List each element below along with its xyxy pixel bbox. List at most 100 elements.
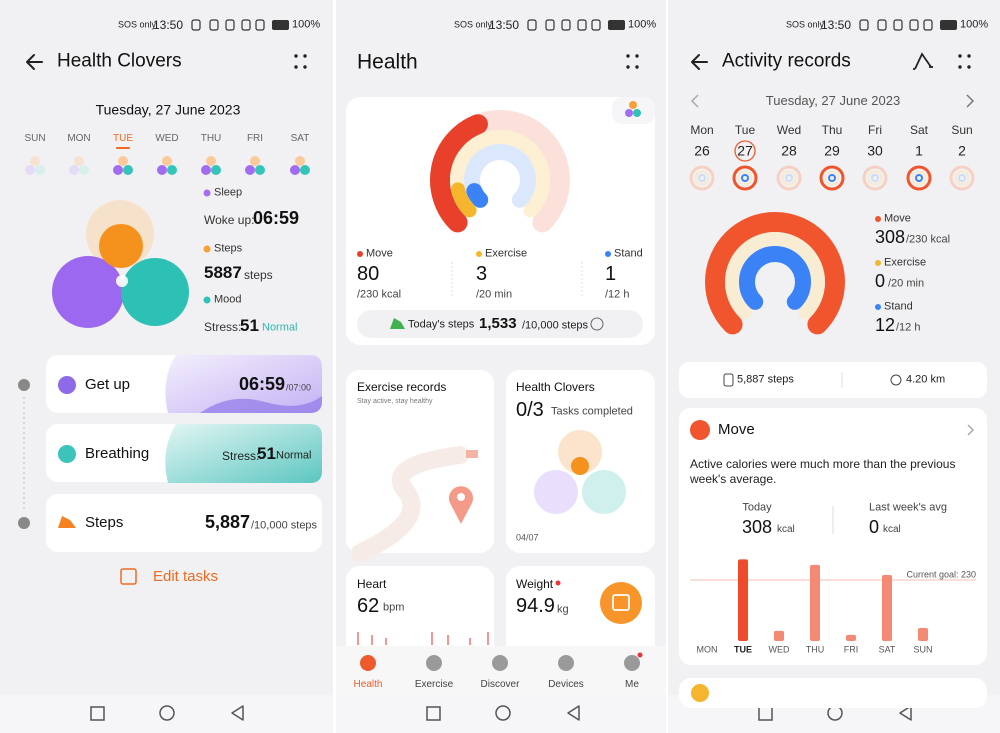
task-caption: Stress: bbox=[222, 448, 260, 463]
today-unit: kcal bbox=[777, 524, 795, 535]
status-network: SOS only bbox=[118, 19, 157, 30]
day-clover-leaf bbox=[123, 165, 133, 175]
task-value: 5,887 bbox=[204, 512, 250, 533]
status-battery: 100% bbox=[292, 18, 321, 31]
task-icon bbox=[58, 445, 76, 463]
day-clover-leaf bbox=[300, 165, 310, 175]
status-icon bbox=[591, 19, 601, 31]
nav-icon[interactable] bbox=[360, 655, 376, 671]
activity-ring-track bbox=[464, 144, 536, 208]
back-button[interactable] bbox=[691, 54, 708, 70]
clover-center bbox=[116, 275, 128, 287]
status-icon bbox=[923, 19, 933, 31]
last-week-unit: kcal bbox=[883, 524, 901, 535]
last-week-label: Last week's avg bbox=[869, 501, 947, 514]
ring-legend-dot bbox=[476, 251, 482, 257]
flag-icon bbox=[466, 450, 478, 458]
nav-label[interactable]: Devices bbox=[548, 679, 584, 690]
nav-label[interactable]: Exercise bbox=[414, 679, 454, 690]
bar bbox=[846, 634, 856, 641]
nav-label[interactable]: Health bbox=[353, 679, 383, 690]
weekday-date[interactable]: 26 bbox=[694, 142, 710, 159]
task-card[interactable] bbox=[46, 494, 322, 552]
mini-ring bbox=[741, 174, 749, 182]
nav-label[interactable]: Discover bbox=[480, 679, 520, 690]
weekday-date[interactable]: 27 bbox=[737, 142, 753, 159]
battery-icon bbox=[272, 20, 289, 30]
mini-ring bbox=[781, 170, 797, 186]
day-label[interactable]: WED bbox=[155, 133, 179, 144]
menu-dot bbox=[967, 54, 971, 58]
day-label[interactable]: THU bbox=[200, 133, 222, 144]
ring-legend-dot bbox=[875, 216, 881, 222]
weekday-date[interactable]: 30 bbox=[867, 142, 883, 159]
nav-icon[interactable] bbox=[426, 655, 442, 671]
day-label[interactable]: TUE bbox=[113, 133, 133, 144]
x-tick-label: SAT bbox=[878, 644, 896, 655]
home-button[interactable] bbox=[159, 705, 175, 721]
back-nav-button[interactable] bbox=[899, 705, 912, 721]
home-button[interactable] bbox=[495, 705, 511, 721]
day-clover-leaf bbox=[35, 165, 45, 175]
ring-legend-dot bbox=[605, 251, 611, 257]
day-label[interactable]: FRI bbox=[246, 133, 264, 144]
day-underline bbox=[116, 147, 130, 149]
nav-icon[interactable] bbox=[492, 655, 508, 671]
day-clover-leaf bbox=[201, 165, 211, 175]
back-nav-button[interactable] bbox=[567, 705, 580, 721]
task-icon bbox=[58, 516, 76, 528]
card-caption: Tasks completed bbox=[551, 405, 633, 418]
card-title: Exercise records bbox=[357, 379, 447, 394]
ring-value: 12 bbox=[875, 315, 896, 336]
day-clover-leaf bbox=[74, 156, 84, 166]
timeline-moon bbox=[18, 517, 30, 529]
mini-ring bbox=[824, 170, 840, 186]
weekday-date[interactable]: 29 bbox=[824, 142, 840, 159]
ring-value: 308 bbox=[875, 227, 906, 248]
add-record-button[interactable] bbox=[600, 582, 642, 624]
weight-alert-dot bbox=[555, 580, 561, 586]
page-title: Health bbox=[357, 50, 418, 74]
ring-goal: /230 kcal bbox=[357, 288, 402, 301]
day-label[interactable]: SUN bbox=[24, 133, 46, 144]
status-network: SOS only bbox=[786, 19, 825, 30]
goal-label: Current goal: 230 bbox=[906, 569, 976, 580]
legend-dot bbox=[203, 245, 211, 253]
card-title: Weight bbox=[516, 576, 554, 591]
status-time: 13:50 bbox=[821, 17, 852, 32]
weekday-date[interactable]: 2 bbox=[958, 142, 966, 159]
nav-icon[interactable] bbox=[624, 655, 640, 671]
mini-ring bbox=[819, 165, 845, 191]
weekday-label: Fri bbox=[868, 122, 882, 137]
activity-ring bbox=[451, 182, 477, 218]
prev-day[interactable] bbox=[690, 94, 699, 108]
day-label[interactable]: SAT bbox=[290, 133, 310, 144]
heart-card[interactable] bbox=[346, 566, 494, 661]
day-clover-leaf bbox=[245, 165, 255, 175]
recent-apps-button[interactable] bbox=[426, 706, 441, 721]
move-card bbox=[679, 408, 987, 665]
next-day[interactable] bbox=[966, 94, 975, 108]
status-battery: 100% bbox=[960, 18, 989, 31]
weekday-date[interactable]: 1 bbox=[915, 142, 923, 159]
recent-apps-button[interactable] bbox=[90, 706, 105, 721]
day-label[interactable]: MON bbox=[67, 133, 91, 144]
legend-dot bbox=[203, 189, 211, 197]
back-nav-button[interactable] bbox=[231, 705, 244, 721]
menu-dot bbox=[303, 65, 307, 69]
ring-label: Exercise bbox=[884, 256, 927, 269]
task-target: /10,000 steps bbox=[251, 519, 318, 532]
back-button[interactable] bbox=[26, 54, 43, 70]
steps-icon bbox=[390, 318, 405, 329]
nav-icon[interactable] bbox=[558, 655, 574, 671]
nav-label[interactable]: Me bbox=[625, 679, 639, 690]
bar bbox=[774, 630, 784, 641]
share-button[interactable] bbox=[913, 52, 933, 70]
menu-dot bbox=[303, 54, 307, 58]
ring-goal: /12 h bbox=[605, 288, 630, 301]
ring-label: Exercise bbox=[485, 247, 528, 260]
status-icon bbox=[191, 19, 201, 31]
edit-tasks-button[interactable]: Edit tasks bbox=[153, 568, 219, 585]
weekday-date[interactable]: 28 bbox=[781, 142, 797, 159]
